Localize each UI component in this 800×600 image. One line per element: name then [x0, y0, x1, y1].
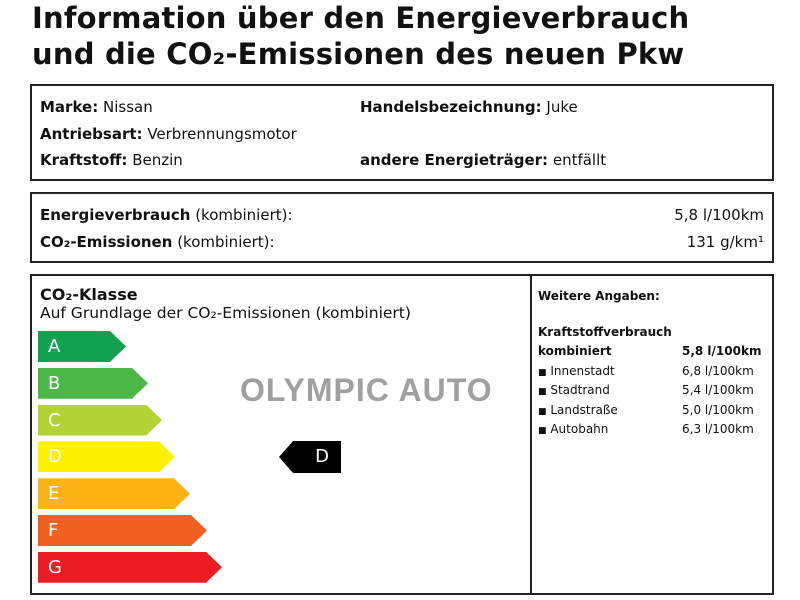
- co2-class-bar-b: B: [38, 368, 148, 399]
- handelsbezeichnung-label: Handelsbezeichnung:: [360, 98, 542, 116]
- consumption-row-label: ■ Autobahn: [538, 422, 608, 436]
- row-label: Stadtrand: [550, 383, 610, 398]
- consumption-row-label: ■ Landstraße: [538, 403, 618, 417]
- co2-class-bar-a: A: [38, 331, 126, 362]
- co2-class-bar-f: F: [38, 515, 207, 546]
- energieverbrauch-value: 5,8 l/100km: [674, 206, 764, 224]
- kraftstoff-value: Benzin: [132, 151, 183, 169]
- antriebsart-value: Verbrennungsmotor: [147, 125, 297, 143]
- energieverbrauch-suffix: (kombiniert):: [195, 206, 293, 224]
- andere-energietraeger-label: andere Energieträger:: [360, 151, 549, 169]
- co2-class-bar-c: C: [38, 405, 162, 436]
- kraftstoffverbrauch-heading: Kraftstoffverbrauch: [538, 325, 672, 339]
- co2-class-bar-d: D: [38, 441, 175, 472]
- consumption-row-label: ■ Innenstadt: [538, 364, 615, 378]
- kraftstoff-field: Kraftstoff: Benzin: [40, 151, 183, 169]
- bullet-icon: ■: [538, 406, 547, 417]
- divider: [530, 276, 532, 593]
- kraftstoff-label: Kraftstoff:: [40, 151, 128, 169]
- row-label: Landstraße: [550, 402, 618, 417]
- antriebsart-label: Antriebsart:: [40, 125, 143, 143]
- kombiniert-value: 5,8 l/100km: [682, 344, 762, 358]
- page-title-line2: und die CO₂-Emissionen des neuen Pkw: [32, 37, 685, 71]
- consumption-row-value: 6,8 l/100km: [682, 364, 754, 378]
- energieverbrauch-label: Energieverbrauch (kombiniert):: [40, 206, 293, 224]
- andere-energietraeger-value: entfällt: [552, 151, 607, 169]
- co2-class-bar-e: E: [38, 478, 190, 509]
- co2-emissionen-value: 131 g/km¹: [686, 233, 764, 251]
- weitere-angaben-heading: Weitere Angaben:: [538, 289, 660, 303]
- marke-field: Marke: Nissan: [40, 98, 153, 116]
- marke-value: Nissan: [102, 98, 153, 116]
- current-class-indicator: D: [279, 441, 341, 473]
- consumption-box: Energieverbrauch (kombiniert): 5,8 l/100…: [30, 192, 774, 263]
- co2-emissionen-suffix: (kombiniert):: [177, 233, 275, 251]
- vehicle-info-box: Marke: Nissan Handelsbezeichnung: Juke A…: [30, 84, 774, 181]
- consumption-row-value: 6,3 l/100km: [682, 421, 754, 436]
- row-label: Innenstadt: [550, 364, 615, 378]
- co2-emissionen-label-bold: CO₂-Emissionen: [40, 233, 173, 251]
- andere-energietraeger-field: andere Energieträger: entfällt: [360, 151, 606, 169]
- co2-klasse-subtitle: Auf Grundlage der CO₂-Emissionen (kombin…: [40, 304, 411, 322]
- consumption-row-value: 5,0 l/100km: [682, 402, 754, 417]
- consumption-row-value: 5,4 l/100km: [682, 383, 754, 398]
- marke-label: Marke:: [40, 98, 99, 116]
- co2-klasse-title: CO₂-Klasse: [40, 285, 138, 304]
- page-title-line1: Information über den Energieverbrauch: [32, 1, 690, 35]
- bullet-icon: ■: [538, 425, 547, 436]
- handelsbezeichnung-value: Juke: [546, 98, 578, 116]
- watermark-logo: OLYMPIC AUTO: [240, 372, 493, 408]
- co2-class-bar-g: G: [38, 552, 222, 583]
- bullet-icon: ■: [538, 368, 547, 378]
- handelsbezeichnung-field: Handelsbezeichnung: Juke: [360, 98, 578, 116]
- consumption-row-label: ■ Stadtrand: [538, 383, 610, 397]
- bullet-icon: ■: [538, 387, 547, 398]
- antriebsart-field: Antriebsart: Verbrennungsmotor: [40, 125, 297, 143]
- co2-emissionen-label: CO₂-Emissionen (kombiniert):: [40, 233, 275, 251]
- energieverbrauch-label-bold: Energieverbrauch: [40, 206, 191, 224]
- co2-class-box: CO₂-Klasse Auf Grundlage der CO₂-Emissio…: [30, 274, 774, 595]
- kombiniert-label: kombiniert: [538, 344, 612, 358]
- row-label: Autobahn: [550, 421, 609, 436]
